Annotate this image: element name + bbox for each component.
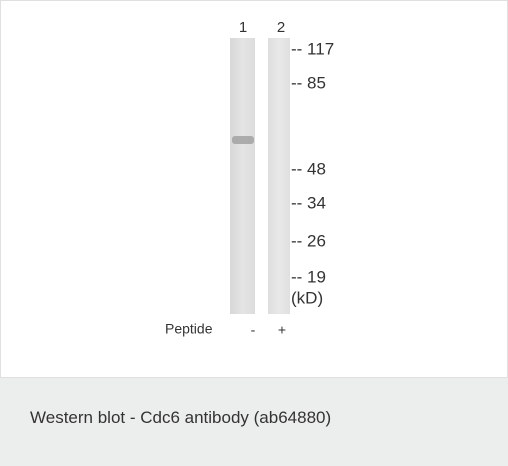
marker-label: -- 19	[291, 267, 326, 286]
marker-label: -- 48	[291, 159, 326, 178]
units-label: (kD)	[291, 288, 323, 307]
peptide-value: +	[278, 322, 286, 338]
caption: Western blot - Cdc6 antibody (ab64880)	[30, 408, 331, 428]
peptide-label: Peptide	[165, 321, 213, 337]
blot-panel: 1 2 -- 117 -- 85 -- 48 -- 34 -- 26 -- 19…	[0, 0, 508, 378]
band	[232, 136, 254, 144]
marker-label: -- 85	[291, 73, 326, 92]
marker-label: -- 34	[291, 193, 326, 212]
lane	[268, 38, 290, 314]
lane	[230, 38, 255, 314]
peptide-value: -	[251, 322, 256, 338]
lane-label: 2	[277, 19, 285, 36]
marker-label: -- 26	[291, 231, 326, 250]
marker-label: -- 117	[291, 39, 334, 58]
caption-bar: Western blot - Cdc6 antibody (ab64880)	[0, 378, 508, 466]
page: 1 2 -- 117 -- 85 -- 48 -- 34 -- 26 -- 19…	[0, 0, 508, 466]
lane-label: 1	[239, 19, 247, 36]
